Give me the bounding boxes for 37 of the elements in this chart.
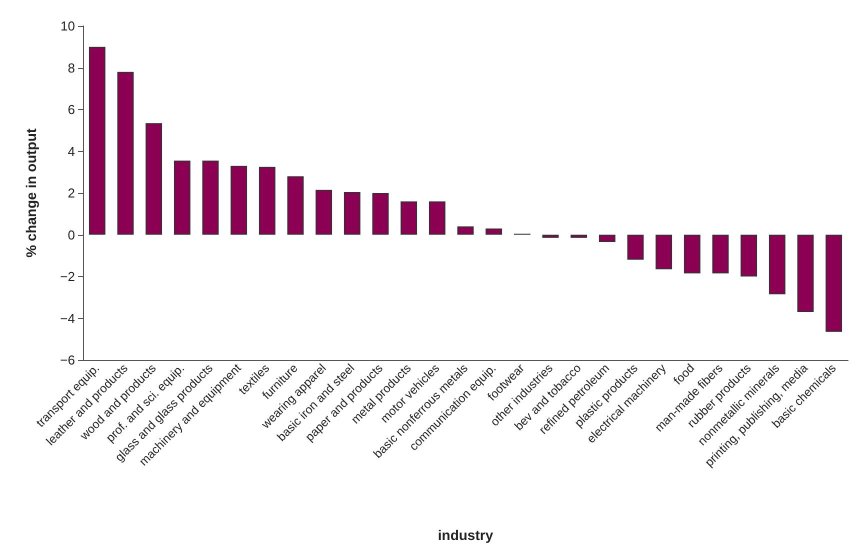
bar — [344, 192, 360, 235]
bar — [372, 193, 389, 235]
bar — [316, 190, 332, 235]
bar — [542, 234, 559, 238]
y-tick-label: 8 — [68, 60, 75, 76]
bar — [428, 201, 446, 235]
y-tick-label: 0 — [68, 227, 75, 242]
x-axis-title: industry — [438, 527, 494, 543]
bar — [88, 46, 106, 235]
bar — [712, 234, 729, 274]
bar — [117, 72, 134, 235]
bar — [202, 160, 219, 235]
bar — [146, 123, 162, 235]
bar — [656, 234, 672, 270]
bar — [174, 160, 190, 235]
bar — [797, 234, 814, 312]
bar — [740, 234, 758, 276]
bar — [570, 234, 588, 238]
bar — [400, 201, 418, 235]
y-tick-label: 4 — [68, 144, 75, 159]
bar — [258, 166, 276, 235]
bar — [457, 226, 474, 235]
y-tick-label: −6 — [60, 352, 75, 368]
bar — [598, 234, 616, 242]
y-tick-label: 10 — [60, 18, 75, 34]
y-axis-title: % change in output — [23, 128, 39, 258]
bar — [230, 166, 248, 235]
bar — [768, 234, 786, 294]
y-tick-label: −2 — [60, 269, 75, 284]
y-tick-label: 6 — [68, 102, 75, 117]
y-tick-label: −4 — [60, 310, 75, 326]
bar — [684, 234, 700, 274]
y-tick-label: 2 — [68, 186, 75, 200]
bar — [287, 176, 304, 235]
bar — [486, 228, 502, 235]
bar — [826, 234, 842, 332]
bar — [627, 234, 644, 260]
